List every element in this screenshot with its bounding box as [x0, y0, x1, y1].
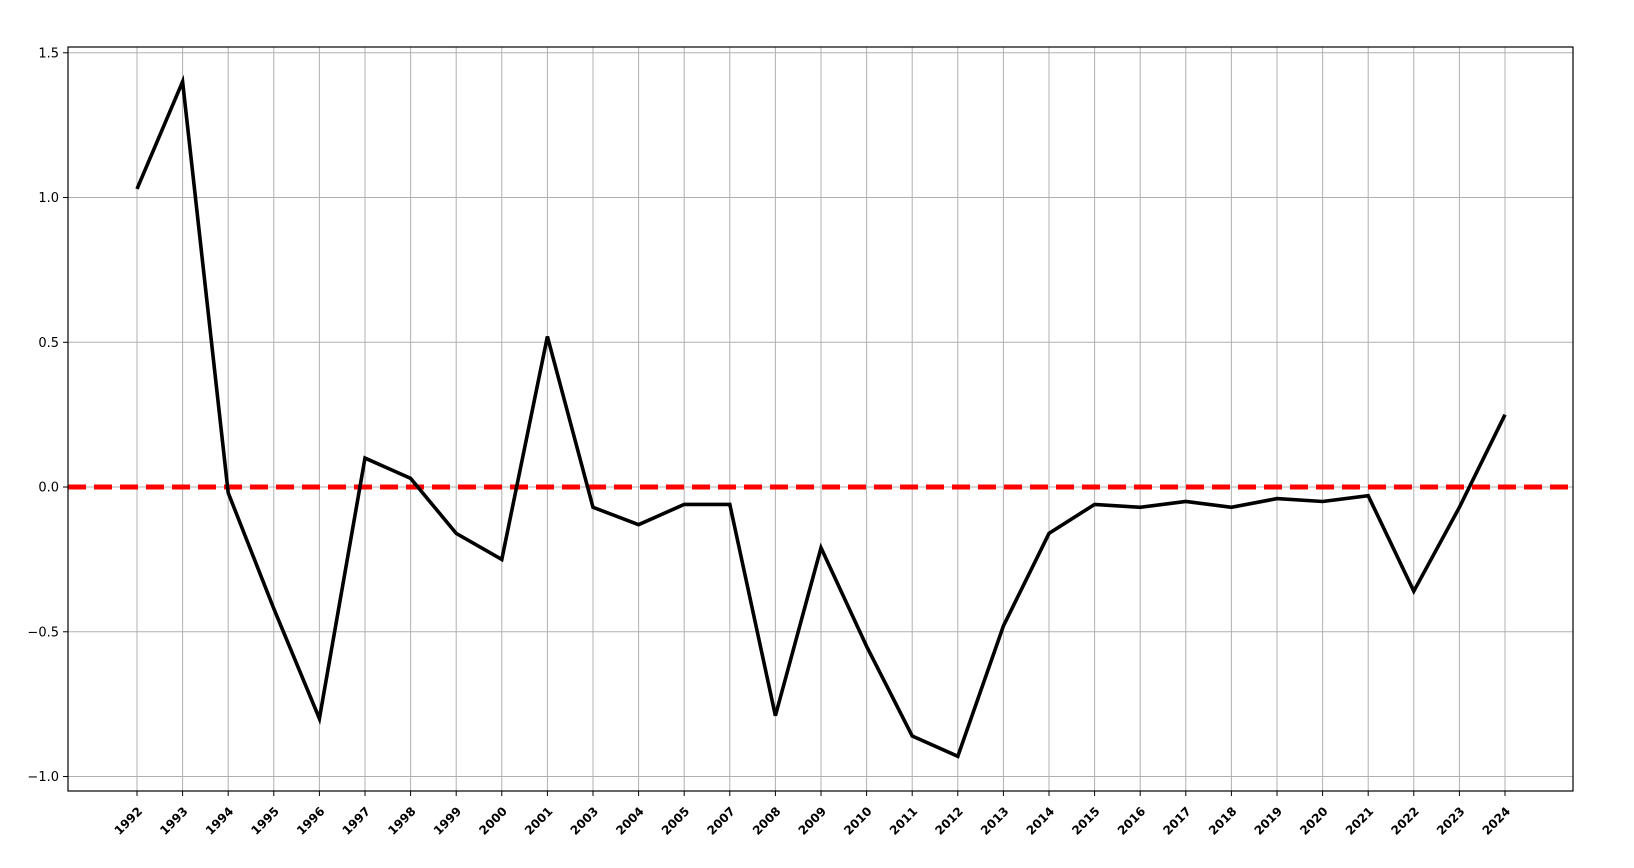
y-tick-label: −1.0 — [27, 770, 59, 785]
y-tick-label: 0.5 — [38, 336, 59, 351]
y-tick-label: 0.0 — [38, 481, 59, 496]
grid-lines — [68, 47, 1573, 791]
y-axis: 1.5 1.0 0.5 0.0 −0.5 −1.0 — [27, 46, 68, 785]
series-layer — [135, 74, 1507, 759]
y-tick-label: 1.5 — [38, 46, 59, 61]
series-line — [135, 74, 1507, 759]
y-tick-label: 1.0 — [38, 191, 59, 206]
y-tick-label: −0.5 — [27, 625, 59, 640]
